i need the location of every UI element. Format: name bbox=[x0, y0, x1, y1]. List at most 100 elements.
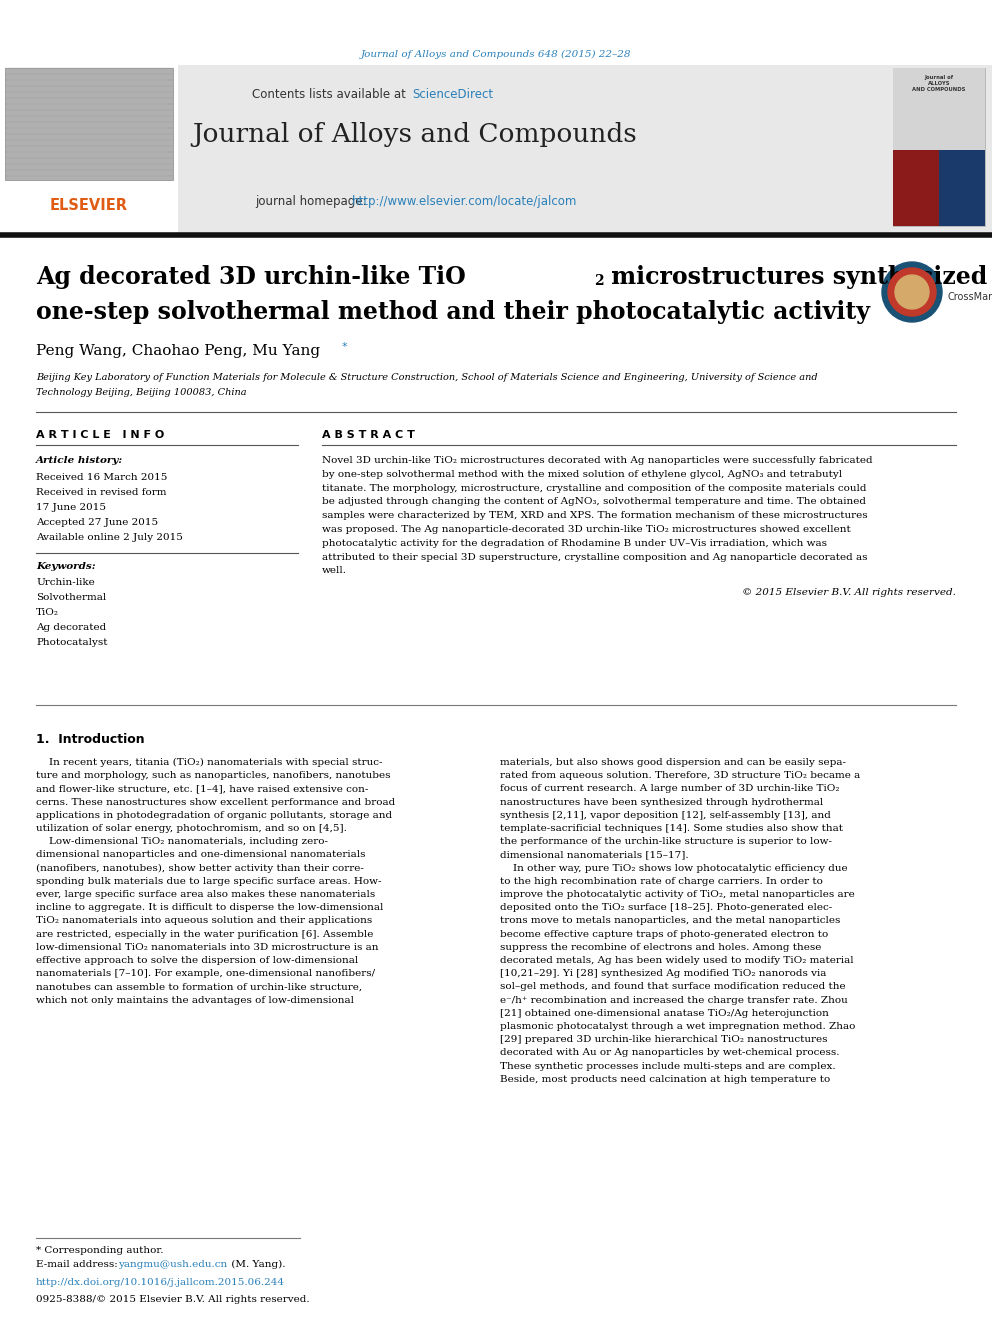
Circle shape bbox=[888, 269, 936, 316]
Text: 1.  Introduction: 1. Introduction bbox=[36, 733, 145, 746]
Text: Journal of Alloys and Compounds: Journal of Alloys and Compounds bbox=[192, 122, 638, 147]
Text: 17 June 2015: 17 June 2015 bbox=[36, 503, 106, 512]
Text: TiO₂ nanomaterials into aqueous solution and their applications: TiO₂ nanomaterials into aqueous solution… bbox=[36, 917, 372, 925]
Text: dimensional nanomaterials [15–17].: dimensional nanomaterials [15–17]. bbox=[500, 851, 688, 860]
Text: ELSEVIER: ELSEVIER bbox=[50, 197, 128, 213]
Bar bbox=[893, 67, 985, 149]
Text: ture and morphology, such as nanoparticles, nanofibers, nanotubes: ture and morphology, such as nanoparticl… bbox=[36, 771, 391, 781]
Text: Novel 3D urchin-like TiO₂ microstructures decorated with Ag nanoparticles were s: Novel 3D urchin-like TiO₂ microstructure… bbox=[322, 456, 873, 464]
Text: In other way, pure TiO₂ shows low photocatalytic efficiency due: In other way, pure TiO₂ shows low photoc… bbox=[500, 864, 847, 873]
Text: 0925-8388/© 2015 Elsevier B.V. All rights reserved.: 0925-8388/© 2015 Elsevier B.V. All right… bbox=[36, 1295, 310, 1304]
Text: © 2015 Elsevier B.V. All rights reserved.: © 2015 Elsevier B.V. All rights reserved… bbox=[742, 589, 956, 597]
Text: Accepted 27 June 2015: Accepted 27 June 2015 bbox=[36, 519, 158, 527]
Text: and flower-like structure, etc. [1–4], have raised extensive con-: and flower-like structure, etc. [1–4], h… bbox=[36, 785, 368, 794]
Text: In recent years, titania (TiO₂) nanomaterials with special struc-: In recent years, titania (TiO₂) nanomate… bbox=[36, 758, 383, 767]
Text: be adjusted through changing the content of AgNO₃, solvothermal temperature and : be adjusted through changing the content… bbox=[322, 497, 866, 507]
Text: sol–gel methods, and found that surface modification reduced the: sol–gel methods, and found that surface … bbox=[500, 983, 845, 991]
Text: nanotubes can assemble to formation of urchin-like structure,: nanotubes can assemble to formation of u… bbox=[36, 983, 362, 991]
Text: Photocatalyst: Photocatalyst bbox=[36, 638, 107, 647]
Text: yangmu@ush.edu.cn: yangmu@ush.edu.cn bbox=[118, 1259, 227, 1269]
Text: Journal of
ALLOYS
AND COMPOUNDS: Journal of ALLOYS AND COMPOUNDS bbox=[913, 75, 965, 91]
Text: photocatalytic activity for the degradation of Rhodamine B under UV–Vis irradiat: photocatalytic activity for the degradat… bbox=[322, 538, 827, 548]
Bar bbox=[893, 67, 985, 226]
Text: [10,21–29]. Yi [28] synthesized Ag modified TiO₂ nanorods via: [10,21–29]. Yi [28] synthesized Ag modif… bbox=[500, 970, 826, 978]
Text: CrossMark: CrossMark bbox=[947, 292, 992, 302]
Bar bbox=[0, 65, 178, 235]
Text: synthesis [2,11], vapor deposition [12], self-assembly [13], and: synthesis [2,11], vapor deposition [12],… bbox=[500, 811, 831, 820]
Text: plasmonic photocatalyst through a wet impregnation method. Zhao: plasmonic photocatalyst through a wet im… bbox=[500, 1021, 855, 1031]
Text: E-mail address:: E-mail address: bbox=[36, 1259, 121, 1269]
Text: become effective capture traps of photo-generated electron to: become effective capture traps of photo-… bbox=[500, 930, 828, 938]
Text: are restricted, especially in the water purification [6]. Assemble: are restricted, especially in the water … bbox=[36, 930, 373, 938]
Text: A R T I C L E   I N F O: A R T I C L E I N F O bbox=[36, 430, 165, 441]
Text: e⁻/h⁺ recombination and increased the charge transfer rate. Zhou: e⁻/h⁺ recombination and increased the ch… bbox=[500, 996, 848, 1004]
Text: template-sacrificial techniques [14]. Some studies also show that: template-sacrificial techniques [14]. So… bbox=[500, 824, 843, 833]
Text: focus of current research. A large number of 3D urchin-like TiO₂: focus of current research. A large numbe… bbox=[500, 785, 839, 794]
Text: Ag decorated 3D urchin-like TiO: Ag decorated 3D urchin-like TiO bbox=[36, 265, 466, 288]
Text: Technology Beijing, Beijing 100083, China: Technology Beijing, Beijing 100083, Chin… bbox=[36, 388, 247, 397]
Text: samples were characterized by TEM, XRD and XPS. The formation mechanism of these: samples were characterized by TEM, XRD a… bbox=[322, 511, 868, 520]
Text: suppress the recombine of electrons and holes. Among these: suppress the recombine of electrons and … bbox=[500, 943, 821, 951]
Text: rated from aqueous solution. Therefore, 3D structure TiO₂ became a: rated from aqueous solution. Therefore, … bbox=[500, 771, 860, 781]
Text: http://www.elsevier.com/locate/jalcom: http://www.elsevier.com/locate/jalcom bbox=[352, 194, 577, 208]
Bar bbox=[0, 65, 992, 235]
Text: Received 16 March 2015: Received 16 March 2015 bbox=[36, 474, 168, 482]
Text: which not only maintains the advantages of low-dimensional: which not only maintains the advantages … bbox=[36, 996, 354, 1004]
Text: trons move to metals nanoparticles, and the metal nanoparticles: trons move to metals nanoparticles, and … bbox=[500, 917, 840, 925]
Text: http://dx.doi.org/10.1016/j.jallcom.2015.06.244: http://dx.doi.org/10.1016/j.jallcom.2015… bbox=[36, 1278, 285, 1287]
Text: effective approach to solve the dispersion of low-dimensional: effective approach to solve the dispersi… bbox=[36, 957, 358, 964]
Text: the performance of the urchin-like structure is superior to low-: the performance of the urchin-like struc… bbox=[500, 837, 832, 847]
Text: Journal of Alloys and Compounds 648 (2015) 22–28: Journal of Alloys and Compounds 648 (201… bbox=[361, 50, 631, 60]
Text: Article history:: Article history: bbox=[36, 456, 123, 464]
Text: well.: well. bbox=[322, 566, 347, 576]
Text: 2: 2 bbox=[594, 274, 603, 288]
Text: Peng Wang, Chaohao Peng, Mu Yang: Peng Wang, Chaohao Peng, Mu Yang bbox=[36, 344, 320, 359]
Text: Keywords:: Keywords: bbox=[36, 562, 95, 572]
Text: nanomaterials [7–10]. For example, one-dimensional nanofibers/: nanomaterials [7–10]. For example, one-d… bbox=[36, 970, 375, 978]
Text: Solvothermal: Solvothermal bbox=[36, 593, 106, 602]
Text: cerns. These nanostructures show excellent performance and broad: cerns. These nanostructures show excelle… bbox=[36, 798, 395, 807]
Text: Beside, most products need calcination at high temperature to: Beside, most products need calcination a… bbox=[500, 1074, 830, 1084]
Text: ScienceDirect: ScienceDirect bbox=[412, 89, 493, 101]
Text: A B S T R A C T: A B S T R A C T bbox=[322, 430, 415, 441]
Text: journal homepage:: journal homepage: bbox=[255, 194, 370, 208]
Text: [29] prepared 3D urchin-like hierarchical TiO₂ nanostructures: [29] prepared 3D urchin-like hierarchica… bbox=[500, 1035, 827, 1044]
Text: [21] obtained one-dimensional anatase TiO₂/Ag heterojunction: [21] obtained one-dimensional anatase Ti… bbox=[500, 1009, 829, 1017]
Text: nanostructures have been synthesized through hydrothermal: nanostructures have been synthesized thr… bbox=[500, 798, 823, 807]
Text: attributed to their special 3D superstructure, crystalline composition and Ag na: attributed to their special 3D superstru… bbox=[322, 553, 867, 561]
Text: microstructures synthesized via a: microstructures synthesized via a bbox=[603, 265, 992, 288]
Text: low-dimensional TiO₂ nanomaterials into 3D microstructure is an: low-dimensional TiO₂ nanomaterials into … bbox=[36, 943, 379, 951]
Text: ever, large specific surface area also makes these nanomaterials: ever, large specific surface area also m… bbox=[36, 890, 375, 900]
Text: *: * bbox=[342, 343, 347, 352]
Text: to the high recombination rate of charge carriers. In order to: to the high recombination rate of charge… bbox=[500, 877, 823, 886]
Text: by one-step solvothermal method with the mixed solution of ethylene glycol, AgNO: by one-step solvothermal method with the… bbox=[322, 470, 842, 479]
Text: was proposed. The Ag nanoparticle-decorated 3D urchin-like TiO₂ microstructures : was proposed. The Ag nanoparticle-decora… bbox=[322, 525, 851, 534]
Text: incline to aggregate. It is difficult to disperse the low-dimensional: incline to aggregate. It is difficult to… bbox=[36, 904, 383, 912]
Text: utilization of solar energy, photochromism, and so on [4,5].: utilization of solar energy, photochromi… bbox=[36, 824, 347, 833]
Bar bbox=[893, 149, 939, 226]
Text: TiO₂: TiO₂ bbox=[36, 609, 59, 617]
Bar bbox=[939, 149, 985, 226]
Circle shape bbox=[882, 262, 942, 321]
Text: Available online 2 July 2015: Available online 2 July 2015 bbox=[36, 533, 183, 542]
Text: Low-dimensional TiO₂ nanomaterials, including zero-: Low-dimensional TiO₂ nanomaterials, incl… bbox=[36, 837, 328, 847]
Text: These synthetic processes include multi-steps and are complex.: These synthetic processes include multi-… bbox=[500, 1061, 835, 1070]
Text: Beijing Key Laboratory of Function Materials for Molecule & Structure Constructi: Beijing Key Laboratory of Function Mater… bbox=[36, 373, 817, 382]
Text: sponding bulk materials due to large specific surface areas. How-: sponding bulk materials due to large spe… bbox=[36, 877, 382, 886]
Text: decorated with Au or Ag nanoparticles by wet-chemical process.: decorated with Au or Ag nanoparticles by… bbox=[500, 1048, 839, 1057]
Text: Urchin-like: Urchin-like bbox=[36, 578, 95, 587]
Text: * Corresponding author.: * Corresponding author. bbox=[36, 1246, 164, 1256]
Text: deposited onto the TiO₂ surface [18–25]. Photo-generated elec-: deposited onto the TiO₂ surface [18–25].… bbox=[500, 904, 832, 912]
Text: (nanofibers, nanotubes), show better activity than their corre-: (nanofibers, nanotubes), show better act… bbox=[36, 864, 364, 873]
Text: Contents lists available at: Contents lists available at bbox=[252, 89, 410, 101]
Circle shape bbox=[895, 275, 929, 310]
Text: Ag decorated: Ag decorated bbox=[36, 623, 106, 632]
Text: (M. Yang).: (M. Yang). bbox=[228, 1259, 286, 1269]
Text: dimensional nanoparticles and one-dimensional nanomaterials: dimensional nanoparticles and one-dimens… bbox=[36, 851, 365, 860]
Text: Received in revised form: Received in revised form bbox=[36, 488, 167, 497]
Bar bbox=[5, 67, 173, 180]
Text: decorated metals, Ag has been widely used to modify TiO₂ material: decorated metals, Ag has been widely use… bbox=[500, 957, 854, 964]
Text: improve the photocatalytic activity of TiO₂, metal nanoparticles are: improve the photocatalytic activity of T… bbox=[500, 890, 855, 900]
Text: titanate. The morphology, microstructure, crystalline and composition of the com: titanate. The morphology, microstructure… bbox=[322, 484, 866, 492]
Text: materials, but also shows good dispersion and can be easily sepa-: materials, but also shows good dispersio… bbox=[500, 758, 846, 767]
